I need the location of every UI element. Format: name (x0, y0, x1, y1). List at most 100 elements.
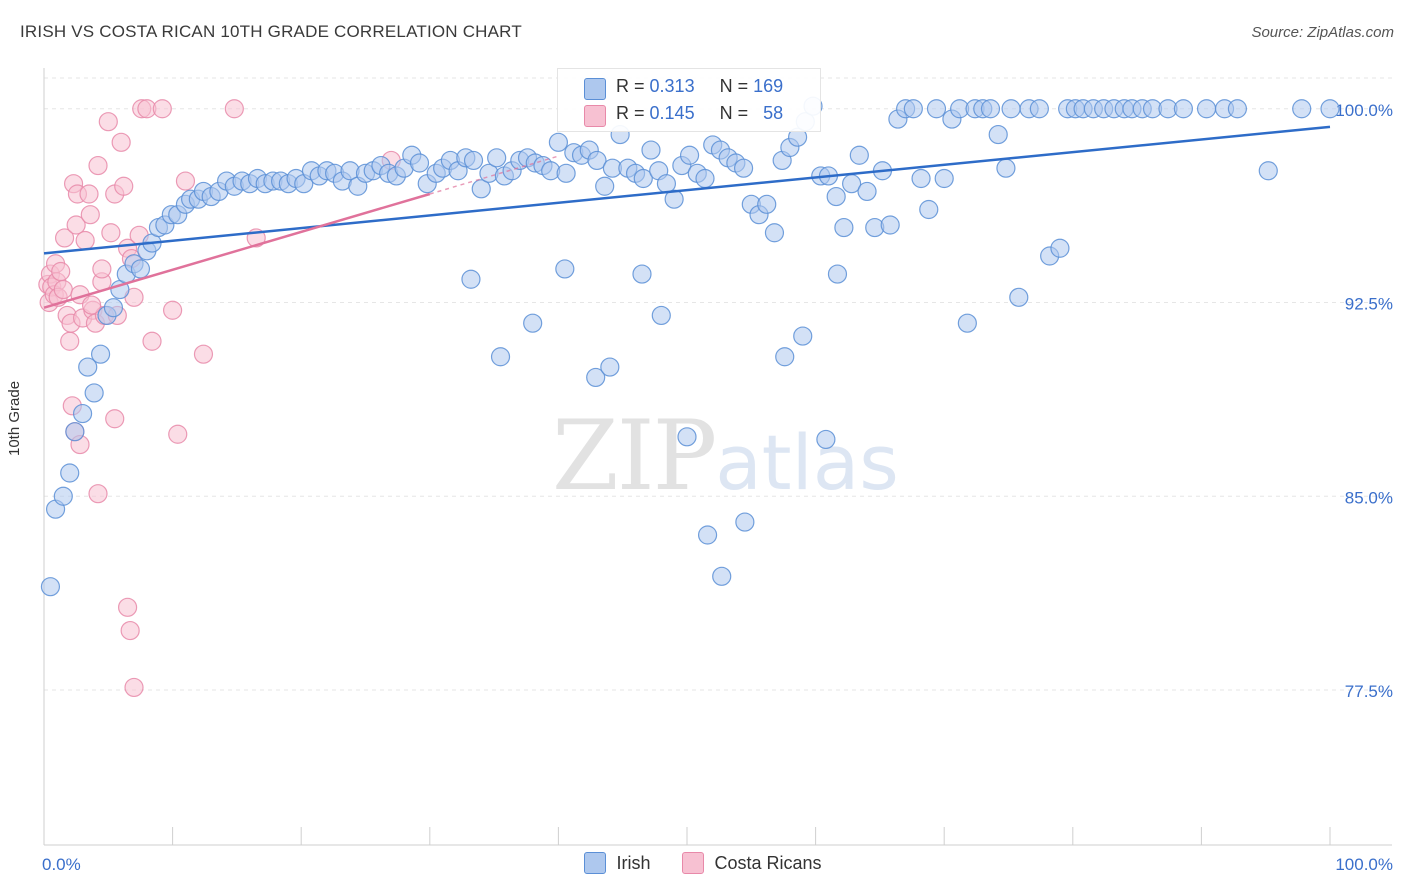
costa-point-31 (111, 132, 131, 152)
costa-point-48 (92, 259, 112, 279)
costa-point-9 (53, 279, 73, 300)
irish-point-70 (548, 132, 569, 152)
irish-point-127 (988, 124, 1008, 145)
costa-swatch (584, 105, 606, 127)
irish-point-129 (1001, 99, 1021, 119)
costa-point-8 (51, 261, 71, 282)
y-tick-label-3: 100.0% (1335, 101, 1393, 120)
watermark-zip: ZIP (552, 400, 717, 512)
irish-point-162 (697, 525, 718, 545)
x-tick-label-0: 0.0% (42, 855, 81, 874)
legend-label-costa-ricans: Costa Ricans (714, 852, 822, 873)
costa-point-21 (80, 205, 100, 225)
irish-point-81 (633, 168, 653, 189)
irish-point-109 (849, 145, 869, 165)
irish-point-157 (586, 367, 606, 388)
costa-point-42 (168, 424, 188, 444)
costa-point-20 (79, 184, 99, 204)
irish-point-160 (651, 305, 671, 326)
costa-point-32 (114, 176, 134, 196)
irish-point-2 (53, 486, 73, 506)
irish-r-value: 0.313 (649, 76, 695, 96)
irish-point-161 (677, 427, 697, 447)
x-tick-label-1: 100.0% (1335, 855, 1393, 874)
irish-point-116 (903, 99, 923, 119)
irish-point-166 (793, 326, 813, 346)
costa-point-54 (117, 597, 138, 617)
legend-item-costa-ricans[interactable]: Costa Ricans (682, 852, 822, 874)
irish-point-71 (556, 163, 576, 183)
irish-point-117 (911, 168, 931, 189)
irish-point-167 (816, 429, 836, 450)
costa-n-label: N = (719, 103, 749, 123)
costa-stats-text: R = 0.145 N = 58 (616, 103, 783, 124)
chart-title: IRISH VS COSTA RICAN 10TH GRADE CORRELAT… (20, 22, 522, 41)
costa-point-45 (224, 99, 244, 119)
irish-point-82 (641, 140, 661, 160)
legend-swatch-irish (584, 852, 607, 874)
irish-point-146 (1173, 99, 1193, 119)
irish-point-60 (471, 179, 491, 199)
watermark-atlas: atlas (715, 418, 899, 507)
legend-item-irish[interactable]: Irish (584, 852, 650, 874)
irish-point-123 (957, 313, 977, 333)
irish-point-8 (90, 344, 111, 364)
irish-point-153 (461, 269, 481, 289)
irish-swatch (584, 78, 606, 100)
irish-point-126 (980, 99, 1001, 119)
legend-swatch-costa-ricans (682, 852, 705, 874)
irish-point-165 (775, 347, 795, 367)
costa-trend-extension (429, 155, 559, 195)
costa-point-53 (105, 409, 125, 429)
irish-point-118 (919, 199, 939, 220)
irish-point-149 (1227, 99, 1248, 119)
irish-point-152 (1320, 99, 1340, 119)
costa-point-10 (54, 228, 75, 248)
costa-point-19 (75, 230, 95, 251)
source-label: Source: ZipAtlas.com (1251, 24, 1394, 41)
irish-point-3 (60, 463, 80, 483)
irish-point-168 (827, 264, 848, 284)
irish-point-4 (65, 422, 85, 442)
costa-r-label: R = (616, 103, 645, 123)
irish-point-158 (600, 357, 620, 377)
costa-point-44 (193, 344, 214, 364)
irish-point-106 (826, 186, 846, 207)
irish-point-76 (595, 176, 615, 196)
irish-point-107 (834, 217, 854, 238)
irish-point-147 (1196, 99, 1217, 119)
stats-legend: R = 0.313 N = 169 R = 0.145 N = 58 (557, 68, 821, 132)
irish-point-155 (523, 313, 543, 333)
irish-point-75 (587, 150, 607, 171)
costa-point-40 (152, 99, 172, 119)
irish-point-59 (463, 150, 484, 171)
irish-point-89 (695, 168, 715, 189)
irish-point-150 (1258, 161, 1278, 181)
y-tick-label-1: 85.0% (1345, 488, 1393, 507)
irish-point-120 (934, 168, 954, 189)
costa-n-value: 58 (763, 103, 784, 123)
irish-point-134 (1050, 238, 1070, 258)
irish-point-10 (103, 298, 124, 318)
irish-point-119 (926, 99, 947, 119)
irish-point-113 (880, 215, 900, 235)
costa-point-52 (88, 484, 108, 504)
irish-n-value: 169 (753, 76, 784, 96)
irish-point-14 (130, 259, 151, 279)
irish-stats-text: R = 0.313 N = 169 (616, 76, 783, 97)
irish-point-154 (490, 347, 511, 367)
costa-point-15 (66, 215, 86, 235)
irish-point-130 (1009, 287, 1029, 307)
irish-point-52 (409, 153, 430, 173)
irish-point-7 (84, 383, 104, 403)
irish-point-98 (764, 223, 785, 243)
irish-point-110 (857, 181, 877, 202)
irish-trend-line (43, 125, 1331, 255)
irish-point-132 (1029, 99, 1049, 119)
irish-point-97 (757, 194, 777, 214)
legend-label-irish: Irish (616, 852, 651, 873)
irish-point-5 (72, 403, 93, 424)
costa-point-57 (81, 295, 102, 315)
irish-r-label: R = (616, 76, 645, 96)
costa-point-56 (124, 677, 144, 698)
